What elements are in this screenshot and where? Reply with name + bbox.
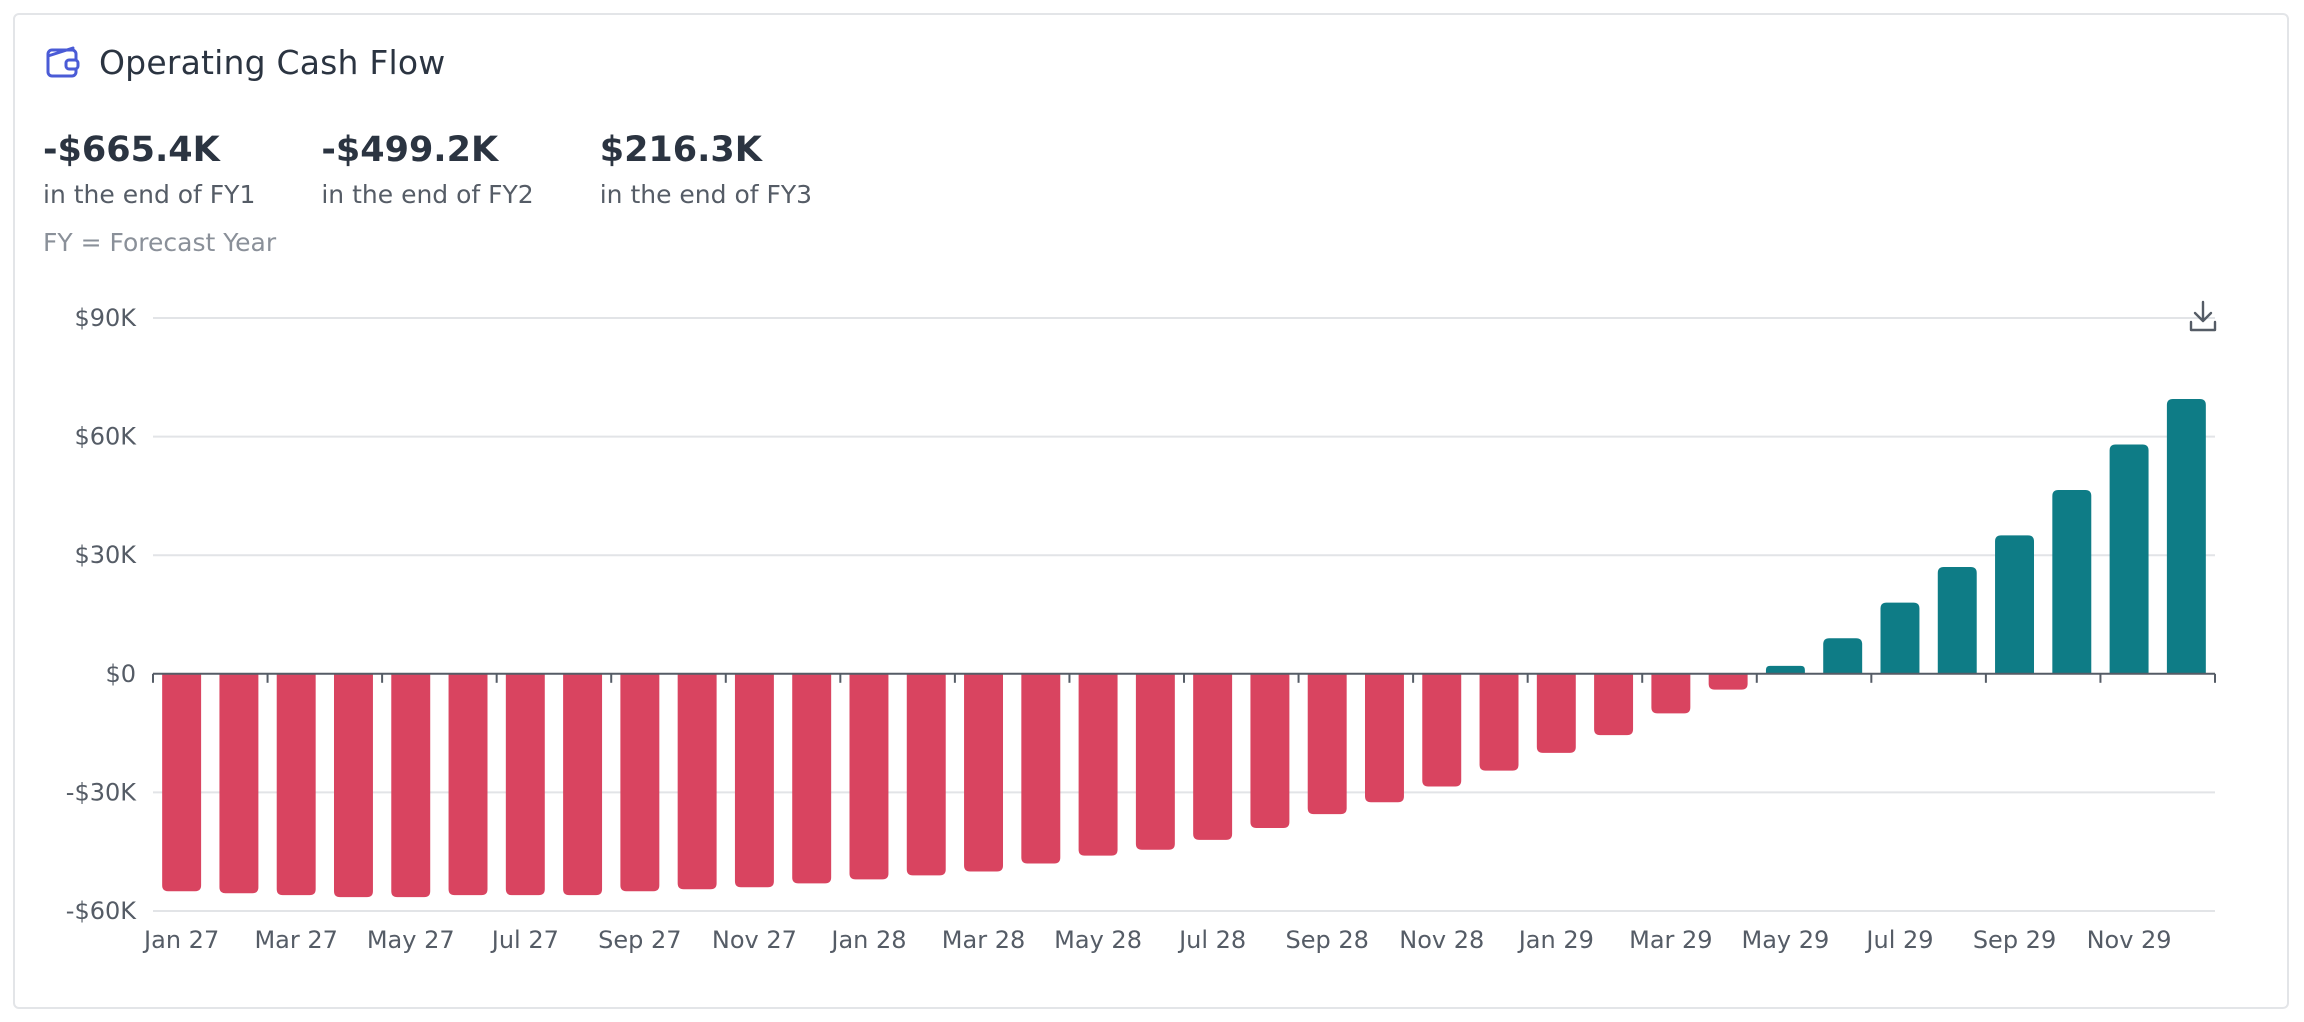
bar-mar-28[interactable] bbox=[964, 673, 1004, 872]
bar-may-27[interactable] bbox=[391, 673, 431, 898]
bar-nov-27[interactable] bbox=[734, 673, 774, 888]
bar-feb-27[interactable] bbox=[219, 673, 259, 894]
bar-jun-29[interactable] bbox=[1823, 638, 1863, 674]
bar-mar-29[interactable] bbox=[1651, 673, 1691, 714]
bar-jul-27[interactable] bbox=[505, 673, 545, 896]
bar-jun-27[interactable] bbox=[448, 673, 488, 896]
x-tick-label: May 27 bbox=[367, 926, 455, 954]
bar-may-28[interactable] bbox=[1078, 673, 1118, 856]
y-tick-label: -$60K bbox=[66, 897, 137, 925]
stat-fy2: -$499.2K in the end of FY2 bbox=[321, 128, 533, 209]
forecast-year-note: FY = Forecast Year bbox=[43, 228, 277, 257]
card-header: Operating Cash Flow bbox=[43, 42, 445, 82]
card-title: Operating Cash Flow bbox=[99, 42, 446, 82]
bar-sep-27[interactable] bbox=[620, 673, 660, 892]
x-tick-label: Sep 28 bbox=[1285, 926, 1368, 954]
stat-label: in the end of FY2 bbox=[321, 180, 534, 209]
bar-jan-28[interactable] bbox=[849, 673, 889, 880]
x-tick-label: Jan 29 bbox=[1517, 926, 1594, 954]
y-tick-label: $30K bbox=[74, 541, 137, 569]
stat-fy3: $216.3K in the end of FY3 bbox=[600, 128, 812, 209]
wallet-icon bbox=[43, 42, 83, 82]
download-icon[interactable] bbox=[2185, 296, 2221, 336]
x-tick-label: Nov 29 bbox=[2087, 926, 2172, 954]
bars bbox=[162, 399, 2206, 898]
stats-row: -$665.4K in the end of FY1 -$499.2K in t… bbox=[43, 128, 878, 209]
x-tick-label: Sep 29 bbox=[1973, 926, 2056, 954]
stat-label: in the end of FY3 bbox=[599, 180, 813, 209]
x-tick-label: Nov 28 bbox=[1399, 926, 1484, 954]
y-tick-label: $60K bbox=[74, 423, 137, 451]
bar-nov-28[interactable] bbox=[1422, 673, 1462, 787]
bar-oct-27[interactable] bbox=[677, 673, 717, 890]
y-axis-labels: $90K $60K $30K $0 -$30K -$60K bbox=[66, 304, 137, 925]
bar-feb-29[interactable] bbox=[1594, 673, 1634, 736]
x-axis-labels: Jan 27 Mar 27 May 27 Jul 27 Sep 27 Nov 27 Jan … bbox=[142, 926, 2172, 954]
bar-jan-29[interactable] bbox=[1536, 673, 1576, 753]
grid-lines bbox=[153, 317, 2215, 912]
bar-may-29[interactable] bbox=[1765, 665, 1805, 674]
bar-jul-28[interactable] bbox=[1193, 673, 1233, 840]
x-tick-label: Nov 27 bbox=[712, 926, 797, 954]
bar-nov-29[interactable] bbox=[2109, 444, 2149, 674]
x-tick-label: Sep 27 bbox=[598, 926, 681, 954]
x-axis bbox=[152, 672, 2216, 683]
x-tick-label: Jul 27 bbox=[490, 926, 559, 954]
x-tick-label: Jul 29 bbox=[1864, 926, 1933, 954]
bar-apr-27[interactable] bbox=[333, 673, 373, 898]
x-tick-label: May 29 bbox=[1742, 926, 1830, 954]
bar-dec-27[interactable] bbox=[792, 673, 832, 884]
x-tick-label: Jan 28 bbox=[829, 926, 906, 954]
stat-value: -$665.4K bbox=[43, 130, 220, 170]
bar-aug-29[interactable] bbox=[1937, 567, 1977, 674]
stat-value: -$499.2K bbox=[321, 130, 499, 170]
y-tick-label: $90K bbox=[74, 304, 137, 332]
bar-feb-28[interactable] bbox=[906, 673, 946, 876]
bar-jan-27[interactable] bbox=[162, 673, 202, 892]
bar-jun-28[interactable] bbox=[1135, 673, 1175, 850]
bar-sep-29[interactable] bbox=[1995, 535, 2035, 674]
bar-sep-28[interactable] bbox=[1307, 673, 1347, 815]
bar-dec-29[interactable] bbox=[2166, 399, 2206, 674]
bar-apr-29[interactable] bbox=[1708, 673, 1748, 690]
bar-jul-29[interactable] bbox=[1880, 602, 1920, 674]
stat-fy1: -$665.4K in the end of FY1 bbox=[43, 128, 255, 209]
y-tick-label: $0 bbox=[105, 660, 136, 688]
x-tick-label: Mar 29 bbox=[1629, 926, 1712, 954]
x-tick-label: May 28 bbox=[1054, 926, 1142, 954]
y-tick-label: -$30K bbox=[66, 778, 137, 806]
bar-aug-28[interactable] bbox=[1250, 673, 1290, 828]
x-tick-label: Jan 27 bbox=[142, 926, 219, 954]
x-tick-label: Mar 28 bbox=[942, 926, 1025, 954]
bar-apr-28[interactable] bbox=[1021, 673, 1061, 864]
stat-value: $216.3K bbox=[599, 130, 762, 170]
bar-mar-27[interactable] bbox=[276, 673, 316, 896]
bar-dec-28[interactable] bbox=[1479, 673, 1519, 771]
bar-oct-29[interactable] bbox=[2052, 489, 2092, 674]
bar-oct-28[interactable] bbox=[1364, 673, 1404, 803]
stat-label: in the end of FY1 bbox=[43, 180, 256, 209]
x-tick-label: Jul 28 bbox=[1177, 926, 1246, 954]
x-tick-label: Mar 27 bbox=[254, 926, 337, 954]
bar-aug-27[interactable] bbox=[563, 673, 603, 896]
